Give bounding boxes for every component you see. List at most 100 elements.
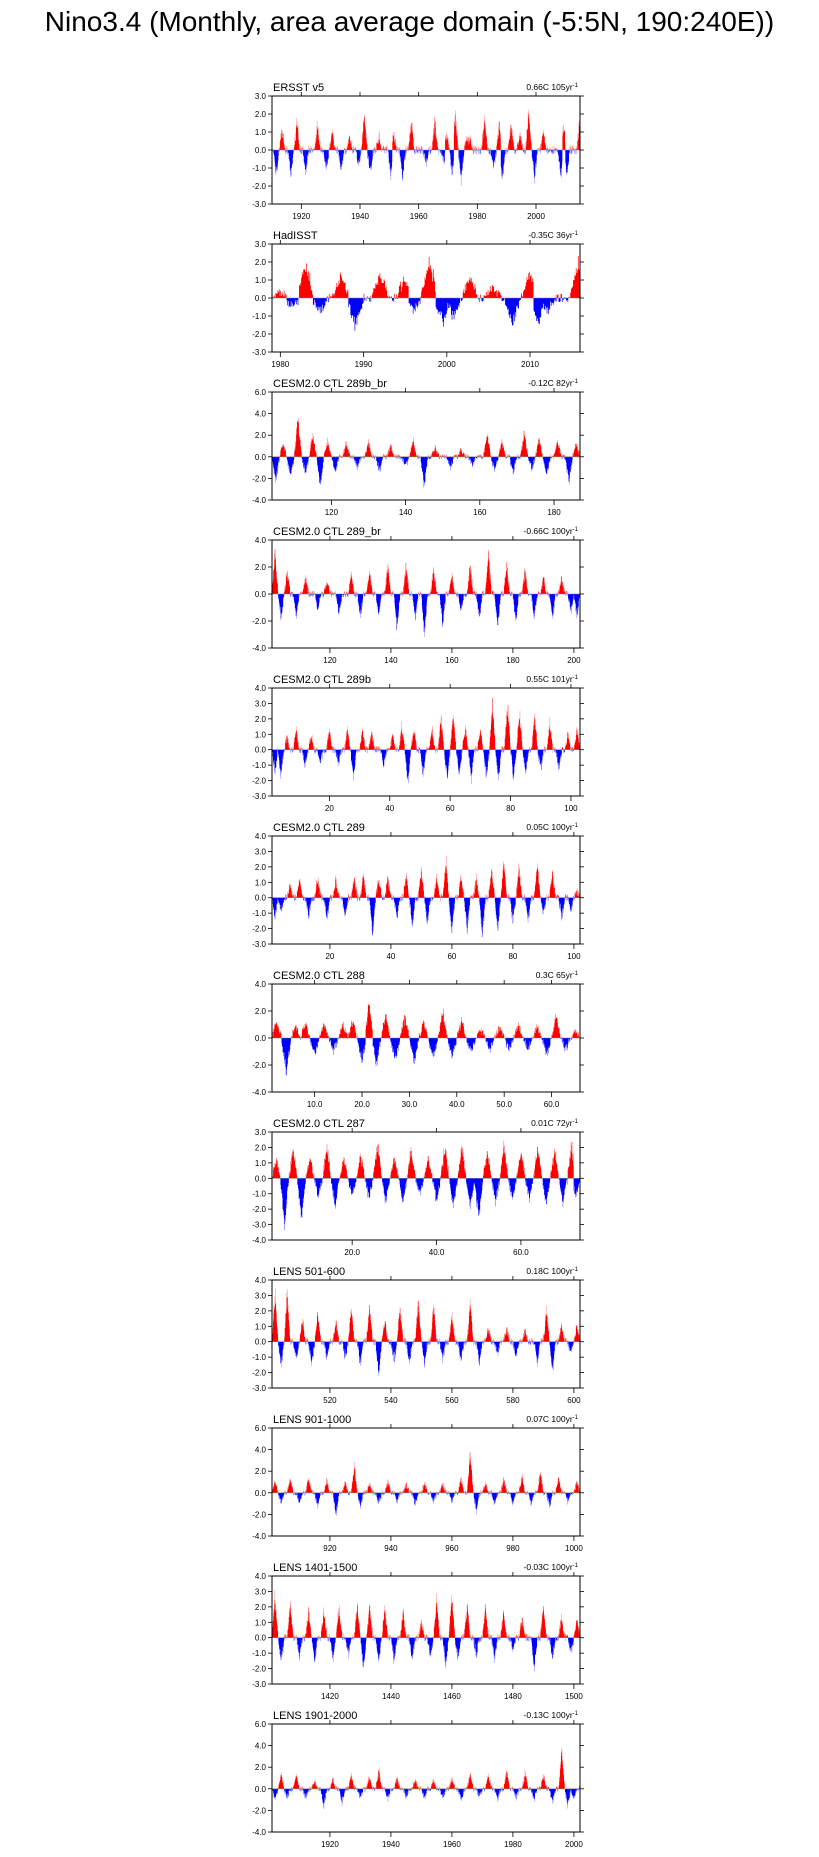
panel-title: ERSST v5: [273, 82, 324, 94]
x-tick-label: 960: [445, 1544, 459, 1553]
y-tick-label: 6.0: [255, 1424, 267, 1433]
negative-anomaly-bars: [278, 1341, 580, 1377]
x-tick-label: 60.0: [513, 1248, 529, 1257]
y-tick-label: 0.0: [255, 590, 267, 599]
y-tick-label: 2.0: [255, 715, 267, 724]
x-tick-label: 160: [445, 656, 459, 665]
x-tick-label: 1920: [292, 212, 310, 221]
trend-label: -0.12C 82yr-1: [528, 378, 578, 388]
y-tick-label: 4.0: [255, 832, 267, 841]
chart-panel: 3.0 2.0 1.0 0.0 -1.0 -2.0 -3.0 1980 1990 2000 2010…: [252, 230, 584, 369]
y-tick-label: 0.0: [255, 746, 267, 755]
y-tick-label: -4.0: [252, 1828, 266, 1837]
y-tick-label: 0.0: [255, 146, 267, 155]
y-tick-label: 2.0: [255, 1467, 267, 1476]
chart-panel: 4.0 2.0 0.0 -2.0 -4.0 120 140 160 180 200 CESM2.0 …: [252, 526, 584, 665]
x-tick-label: 60: [446, 804, 455, 813]
trend-label: -0.03C 100yr-1: [524, 1562, 579, 1572]
negative-anomaly-bars: [272, 150, 578, 186]
y-tick-label: 4.0: [255, 684, 267, 693]
x-tick-label: 120: [325, 508, 339, 517]
y-tick-label: 4.0: [255, 980, 267, 989]
y-tick-label: 3.0: [255, 240, 267, 249]
y-tick-label: -2.0: [252, 474, 266, 483]
negative-anomaly-bars: [272, 298, 569, 331]
positive-anomaly-bars: [272, 1589, 580, 1638]
x-tick-label: 40.0: [429, 1248, 445, 1257]
positive-anomaly-bars: [272, 1140, 574, 1179]
x-tick-label: 40: [385, 804, 394, 813]
x-tick-label: 2000: [438, 360, 456, 369]
positive-anomaly-bars: [272, 1288, 580, 1342]
negative-anomaly-bars: [272, 1038, 580, 1076]
x-tick-label: 980: [506, 1544, 520, 1553]
plot-frame: [271, 687, 581, 797]
x-tick-label: 1500: [565, 1692, 583, 1701]
y-tick-label: 4.0: [255, 410, 267, 419]
x-tick-label: 80: [506, 804, 515, 813]
y-tick-label: 6.0: [255, 388, 267, 397]
negative-anomaly-bars: [272, 897, 575, 938]
x-tick-label: 2010: [521, 360, 539, 369]
y-tick-label: -2.0: [252, 1205, 266, 1214]
x-tick-label: 600: [567, 1396, 581, 1405]
positive-anomaly-bars: [272, 1003, 580, 1038]
y-tick-label: 0.0: [255, 1634, 267, 1643]
negative-anomaly-bars: [278, 594, 580, 638]
y-tick-label: 2.0: [255, 863, 267, 872]
x-tick-label: 20.0: [354, 1100, 370, 1109]
plot-frame: [271, 1279, 581, 1389]
x-tick-label: 1960: [410, 212, 428, 221]
y-tick-label: -2.0: [252, 925, 266, 934]
negative-anomaly-bars: [272, 1178, 580, 1231]
x-tick-label: 10.0: [307, 1100, 323, 1109]
x-tick-label: 1920: [321, 1840, 339, 1849]
x-tick-label: 920: [323, 1544, 337, 1553]
trend-label: -0.66C 100yr-1: [524, 526, 579, 536]
trend-label: 0.55C 101yr-1: [526, 674, 578, 684]
chart-panel: 6.0 4.0 2.0 0.0 -2.0 -4.0 920 940 960 980 1000 LENS…: [252, 1414, 584, 1553]
y-tick-label: -2.0: [252, 777, 266, 786]
x-tick-label: 1980: [271, 360, 289, 369]
y-tick-label: 2.0: [255, 431, 267, 440]
y-tick-label: 1.0: [255, 1618, 267, 1627]
x-tick-label: 200: [567, 656, 581, 665]
x-tick-label: 1990: [355, 360, 373, 369]
x-tick-label: 180: [506, 656, 520, 665]
y-tick-label: -3.0: [252, 348, 266, 357]
negative-anomaly-bars: [272, 1492, 575, 1516]
x-tick-label: 30.0: [402, 1100, 418, 1109]
y-tick-label: -1.0: [252, 761, 266, 770]
positive-anomaly-bars: [278, 1747, 580, 1789]
y-tick-label: 1.0: [255, 1159, 267, 1168]
x-tick-label: 1460: [443, 1692, 461, 1701]
y-tick-label: 2.0: [255, 1007, 267, 1016]
y-tick-label: -4.0: [252, 496, 266, 505]
x-tick-label: 80: [508, 952, 517, 961]
x-tick-label: 60: [447, 952, 456, 961]
y-tick-label: -3.0: [252, 200, 266, 209]
y-tick-label: -2.0: [252, 330, 266, 339]
x-tick-label: 20: [325, 952, 334, 961]
y-tick-label: 0.0: [255, 1034, 267, 1043]
trend-label: 0.66C 105yr-1: [526, 82, 578, 92]
plot-frame: [271, 391, 581, 501]
plot-frame: [271, 1575, 581, 1685]
x-tick-label: 50.0: [496, 1100, 512, 1109]
y-tick-label: 0.0: [255, 1174, 267, 1183]
trend-label: 0.05C 100yr-1: [526, 822, 578, 832]
x-tick-label: 20: [325, 804, 334, 813]
x-tick-label: 560: [445, 1396, 459, 1405]
y-tick-label: -3.0: [252, 1221, 266, 1230]
chart-panel: 4.0 3.0 2.0 1.0 0.0 -1.0 -2.0 -3.0 20 40 60 80 100 CE…: [252, 674, 584, 813]
panel-title: CESM2.0 CTL 289_br: [273, 526, 381, 538]
y-tick-label: -4.0: [252, 1532, 266, 1541]
positive-anomaly-bars: [272, 1451, 580, 1493]
y-tick-label: -4.0: [252, 1236, 266, 1245]
y-tick-label: 3.0: [255, 847, 267, 856]
x-tick-label: 1940: [382, 1840, 400, 1849]
y-tick-label: -3.0: [252, 792, 266, 801]
chart-panel: 6.0 4.0 2.0 0.0 -2.0 -4.0 120 140 160 180 CESM2.0 …: [252, 378, 584, 517]
panel-title: LENS 1401-1500: [273, 1562, 357, 1574]
y-tick-label: 2.0: [255, 1763, 267, 1772]
